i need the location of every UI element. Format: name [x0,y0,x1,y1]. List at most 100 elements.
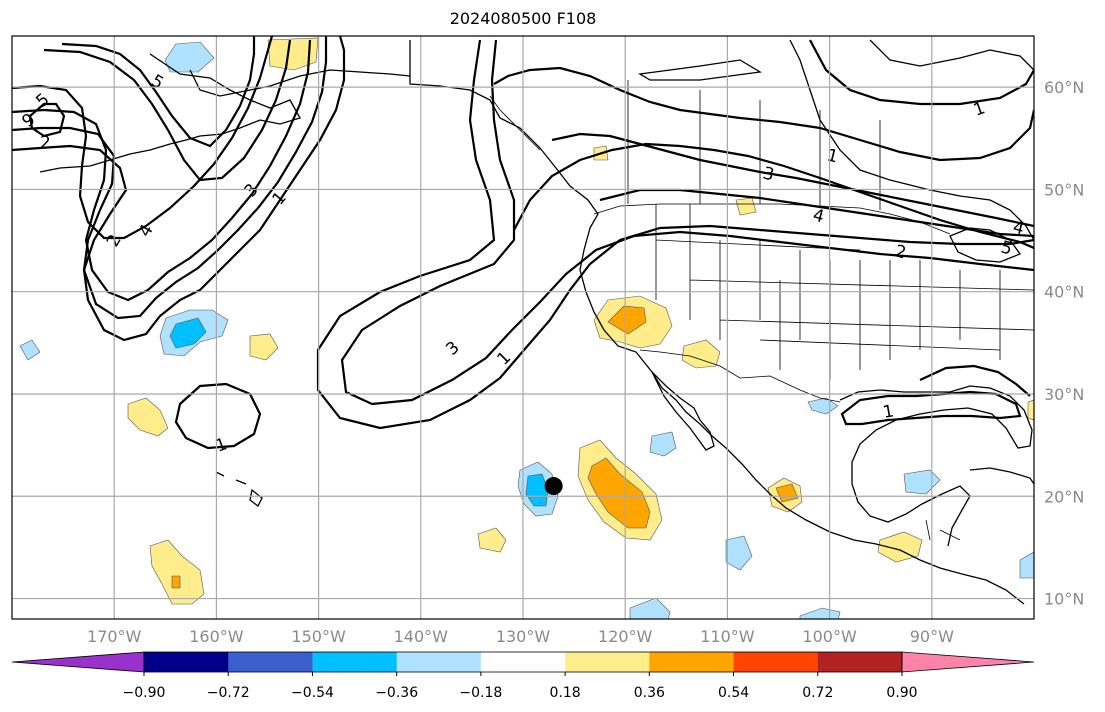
coastline-alaska-north [189,69,411,97]
shade-blue [725,535,753,571]
latitude-label: 50°N [1044,180,1084,199]
contour-line [840,390,1022,426]
colorbar-segment [480,652,566,672]
coastline-cuba [969,467,1034,485]
colorbar-segment [396,652,482,672]
longitude-label: 90°W [910,627,954,646]
shade-blue [629,597,671,619]
latitude-labels: 60°N 50°N 40°N 30°N 20°N 10°N [1044,78,1084,608]
contour-label: 3 [761,163,776,185]
shade-yellow [267,37,319,71]
colorbar-tick-label: −0.72 [207,685,250,701]
colorbar [11,651,1035,673]
shade-yellow [477,527,507,553]
colorbar-tick-label: 0.18 [550,685,581,701]
colorbar-segment [817,652,903,672]
contour-line [174,382,262,450]
colorbar-segment [312,652,398,672]
shade-orange [775,483,799,503]
contour-line [919,364,1031,397]
contour-line [340,39,1034,406]
shade-yellow [127,397,169,437]
contour-line [12,39,312,302]
latitude-label: 60°N [1044,78,1084,97]
contour-label: 2 [40,133,51,153]
longitude-label: 170°W [87,627,142,646]
coastline-alaska [39,53,301,173]
longitude-label: 120°W [598,627,653,646]
colorbar-tick-label: 0.72 [802,685,833,701]
shade-blue [164,41,215,73]
contour-line [493,66,1034,162]
latitude-label: 40°N [1044,283,1084,302]
shade-yellow [681,339,721,369]
colorbar-outline [143,651,903,673]
colorbar-tick-label: −0.54 [291,685,334,701]
map-frame [11,35,1035,620]
colorbar-tick-labels: −0.90 −0.72 −0.54 −0.36 −0.18 0.18 0.36 0.54 0.7… [123,672,918,701]
colorbar-tick-label: 0.36 [634,685,665,701]
border-us-mexico [639,349,841,403]
shade-yellow [877,531,923,563]
contour-label: 4 [1011,217,1026,239]
coastline-north-america [409,40,1025,605]
shaded-anomalies [19,37,1034,619]
latitude-label: 10°N [1044,590,1084,609]
colorbar-segment [228,652,313,672]
colorbar-tick-label: −0.36 [375,685,418,701]
shade-blue [649,431,677,457]
border-central-america [925,519,961,541]
longitude-label: 100°W [802,627,857,646]
contour-line [12,36,328,320]
colorbar-extend-high [901,651,1035,673]
longitude-label: 130°W [496,627,551,646]
latitude-label: 30°N [1044,385,1084,404]
map-content: 1 2 3 4 5 9 5 1 3 4 2 1 3 1 1 5 4 2 1 [12,36,1034,619]
colorbar-segment [649,652,735,672]
border-canada-us [593,203,951,235]
contour-line [316,39,1034,430]
border-alaska-canada [409,40,541,151]
longitude-label: 110°W [700,627,755,646]
contour-line [513,142,1034,250]
latitude-label: 20°N [1044,487,1084,506]
colorbar-tick-label: 0.90 [886,685,917,701]
contour-line [61,36,256,148]
colorbar-segment [144,652,229,672]
contour-line [809,39,1034,106]
contour-label: 5 [999,237,1014,259]
colorbar-segment [565,652,650,672]
border-canada-provinces [627,80,881,210]
colorbar-tick-label: 0.54 [718,685,749,701]
shade-orange [171,575,181,589]
contour-label: 4 [811,205,826,227]
coastline-hudson [789,39,1034,241]
shade-orange [587,457,651,529]
shade-yellow [249,333,279,361]
contour-line [12,36,346,342]
coastline-greenland [869,39,1034,71]
coastline-great-lakes [949,227,1022,263]
colorbar-tick-label: −0.90 [123,685,166,701]
gridlines [12,36,1034,619]
contour-line [551,132,1034,228]
longitude-label: 150°W [291,627,346,646]
shade-yellow [1027,399,1034,421]
shade-cyan [525,473,549,507]
shade-cyan [169,317,207,349]
contours [12,36,1034,450]
borders [409,40,1034,541]
longitude-label: 140°W [394,627,449,646]
colorbar-extend-low [11,651,145,673]
longitude-label: 160°W [189,627,244,646]
contour-label: 1 [881,401,895,423]
location-marker [544,477,563,496]
coastline-baja [651,371,715,451]
shade-blue [903,469,941,495]
longitude-labels: 170°W 160°W 150°W 140°W 130°W 120°W 110°W 100°W… [87,627,954,646]
contour-line [28,102,66,138]
map-title: 2024080500 F108 [449,9,597,28]
contour-label: 2 [893,241,908,263]
contour-line [12,36,274,240]
